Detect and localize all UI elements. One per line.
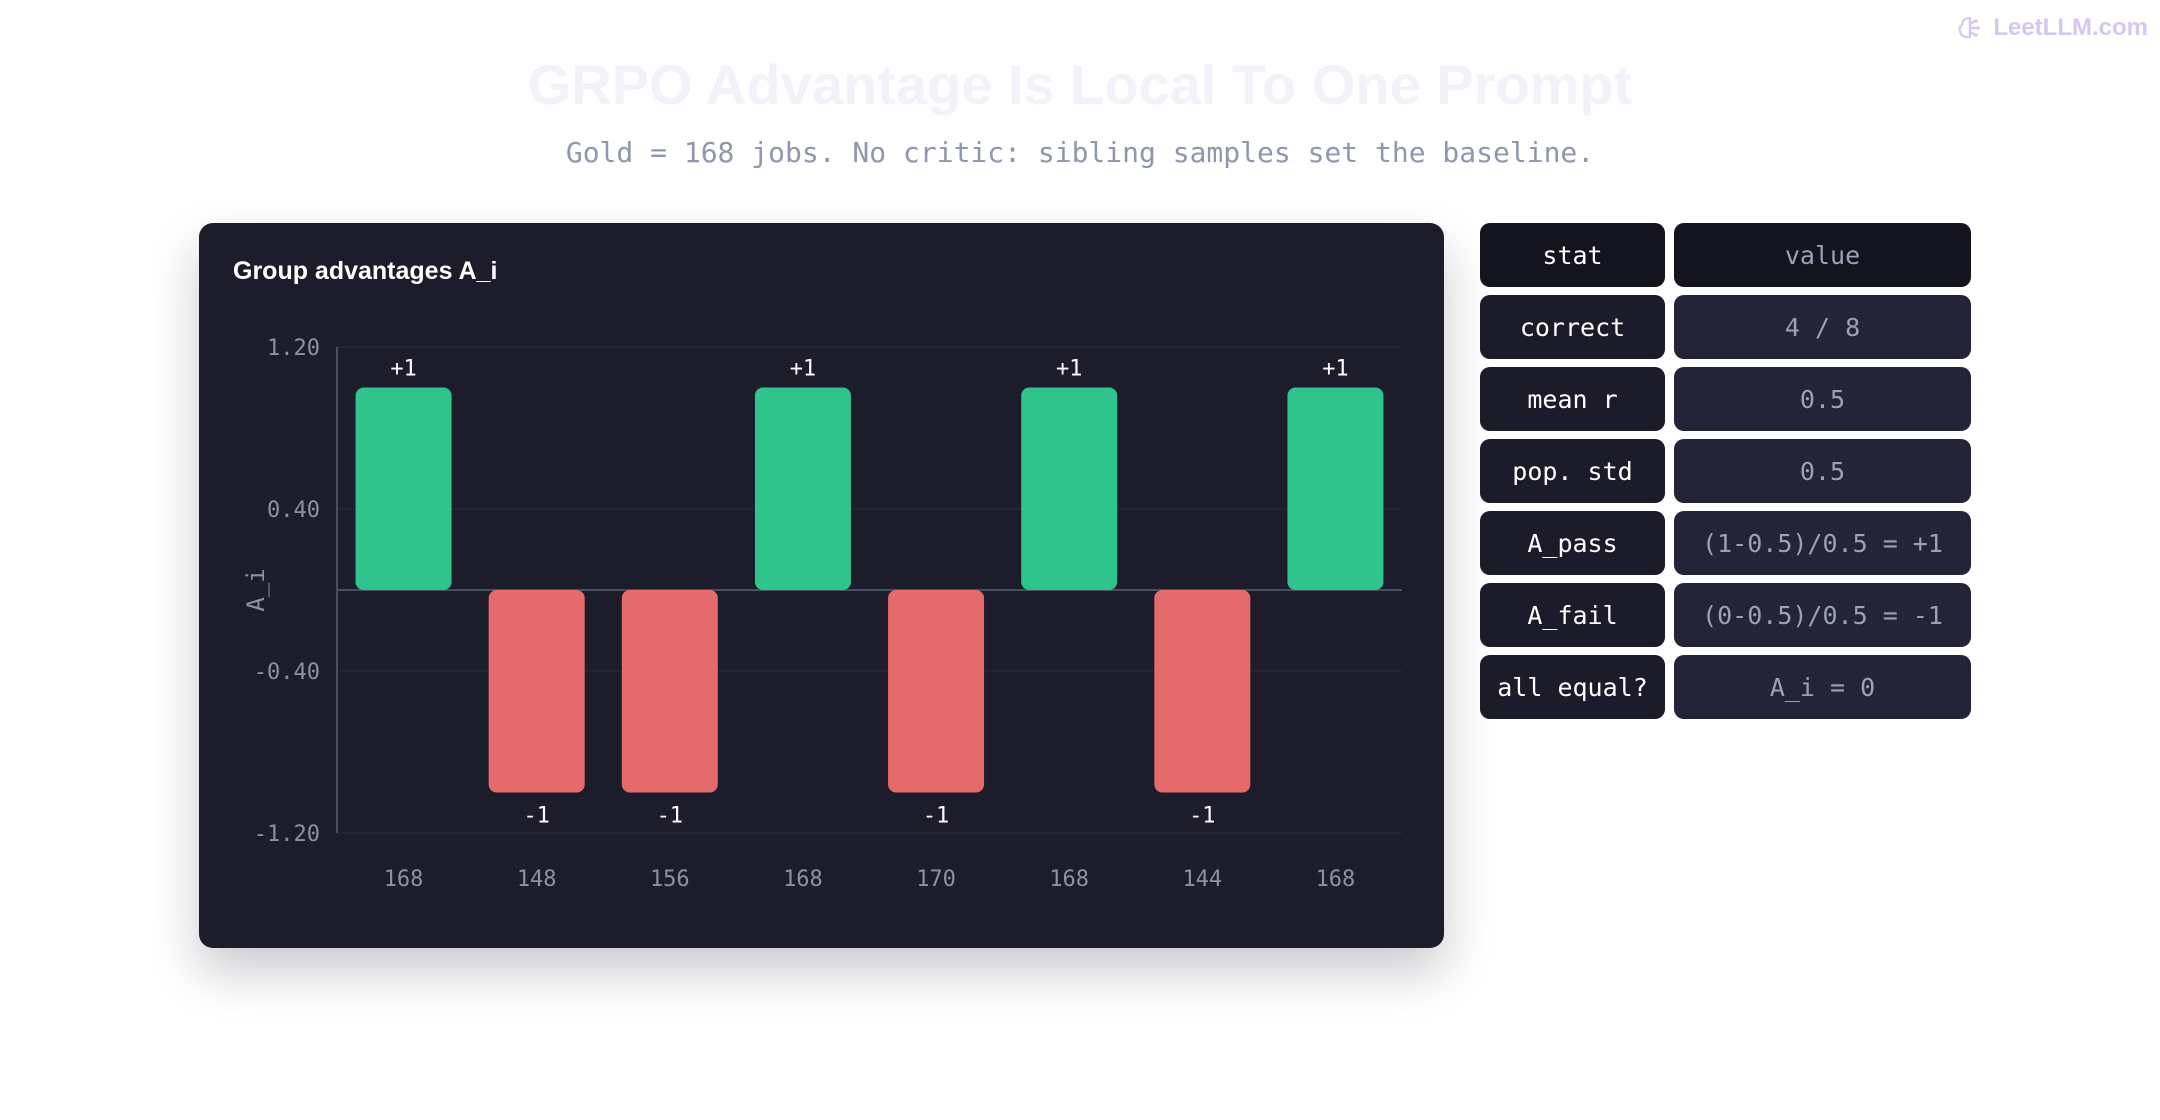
bar-data-label: -1 xyxy=(923,804,950,829)
bar-8 xyxy=(1287,387,1384,590)
brain-logo-icon xyxy=(1957,15,1983,41)
stat-pop-std-value: 0.5 xyxy=(1674,439,1971,503)
stat-a-fail-label: A_fail xyxy=(1480,583,1665,647)
stats-header-value: value xyxy=(1674,223,1971,287)
x-tick-label: 144 xyxy=(1182,867,1222,892)
bar-3 xyxy=(621,590,718,793)
page-title: GRPO Advantage Is Local To One Prompt xyxy=(527,53,1633,116)
x-tick-label: 168 xyxy=(1049,867,1089,892)
bar-data-label: +1 xyxy=(1322,357,1349,382)
y-tick-label: 1.20 xyxy=(267,336,320,361)
chart-panel: 1.20 0.40 -0.40 -1.20 A_i +1 168 -1 148 -1 156 +1 16… xyxy=(199,223,1444,948)
bar-data-label: -1 xyxy=(1189,804,1216,829)
x-tick-label: 168 xyxy=(783,867,823,892)
bar-1 xyxy=(355,387,452,590)
x-tick-label: 168 xyxy=(1316,867,1356,892)
stat-mean-r-value: 0.5 xyxy=(1674,367,1971,431)
page-subtitle: Gold = 168 jobs. No critic: sibling samp… xyxy=(565,136,1595,169)
bar-data-label: -1 xyxy=(523,804,550,829)
stat-a-pass-value: (1-0.5)/0.5 = +1 xyxy=(1674,511,1971,575)
x-tick-label: 170 xyxy=(916,867,956,892)
stat-mean-r-label: mean r xyxy=(1480,367,1665,431)
chart-title: Group advantages A_i xyxy=(233,257,498,285)
bar-6 xyxy=(1021,387,1118,590)
stats-table: stat value correct 4 / 8 mean r 0.5 pop.… xyxy=(1480,223,1971,719)
stat-pop-std-label: pop. std xyxy=(1480,439,1665,503)
bar-4 xyxy=(754,387,851,590)
advantage-bar-chart: 1.20 0.40 -0.40 -1.20 A_i +1 168 -1 148 -1 156 +1 16… xyxy=(242,336,1402,892)
bar-data-label: +1 xyxy=(1056,357,1083,382)
bar-data-label: +1 xyxy=(790,357,817,382)
stats-header-stat: stat xyxy=(1480,223,1665,287)
brand-name: LeetLLM.com xyxy=(1993,14,2148,41)
y-tick-label: -0.40 xyxy=(254,660,320,685)
x-tick-label: 156 xyxy=(650,867,690,892)
brand[interactable]: LeetLLM.com xyxy=(1957,14,2148,42)
stat-correct-value: 4 / 8 xyxy=(1674,295,1971,359)
stat-a-fail-value: (0-0.5)/0.5 = -1 xyxy=(1674,583,1971,647)
y-tick-label: 0.40 xyxy=(267,498,320,523)
bar-2 xyxy=(488,590,585,793)
x-tick-label: 148 xyxy=(517,867,557,892)
y-axis-label: A_i xyxy=(242,568,270,611)
bar-data-label: +1 xyxy=(390,357,417,382)
bar-data-label: -1 xyxy=(657,804,684,829)
stat-a-pass-label: A_pass xyxy=(1480,511,1665,575)
stat-all-equal-value: A_i = 0 xyxy=(1674,655,1971,719)
stat-all-equal-label: all equal? xyxy=(1480,655,1665,719)
x-tick-label: 168 xyxy=(384,867,424,892)
stat-correct-label: correct xyxy=(1480,295,1665,359)
bar-7 xyxy=(1154,590,1251,793)
bar-5 xyxy=(888,590,985,793)
y-tick-label: -1.20 xyxy=(254,822,320,847)
